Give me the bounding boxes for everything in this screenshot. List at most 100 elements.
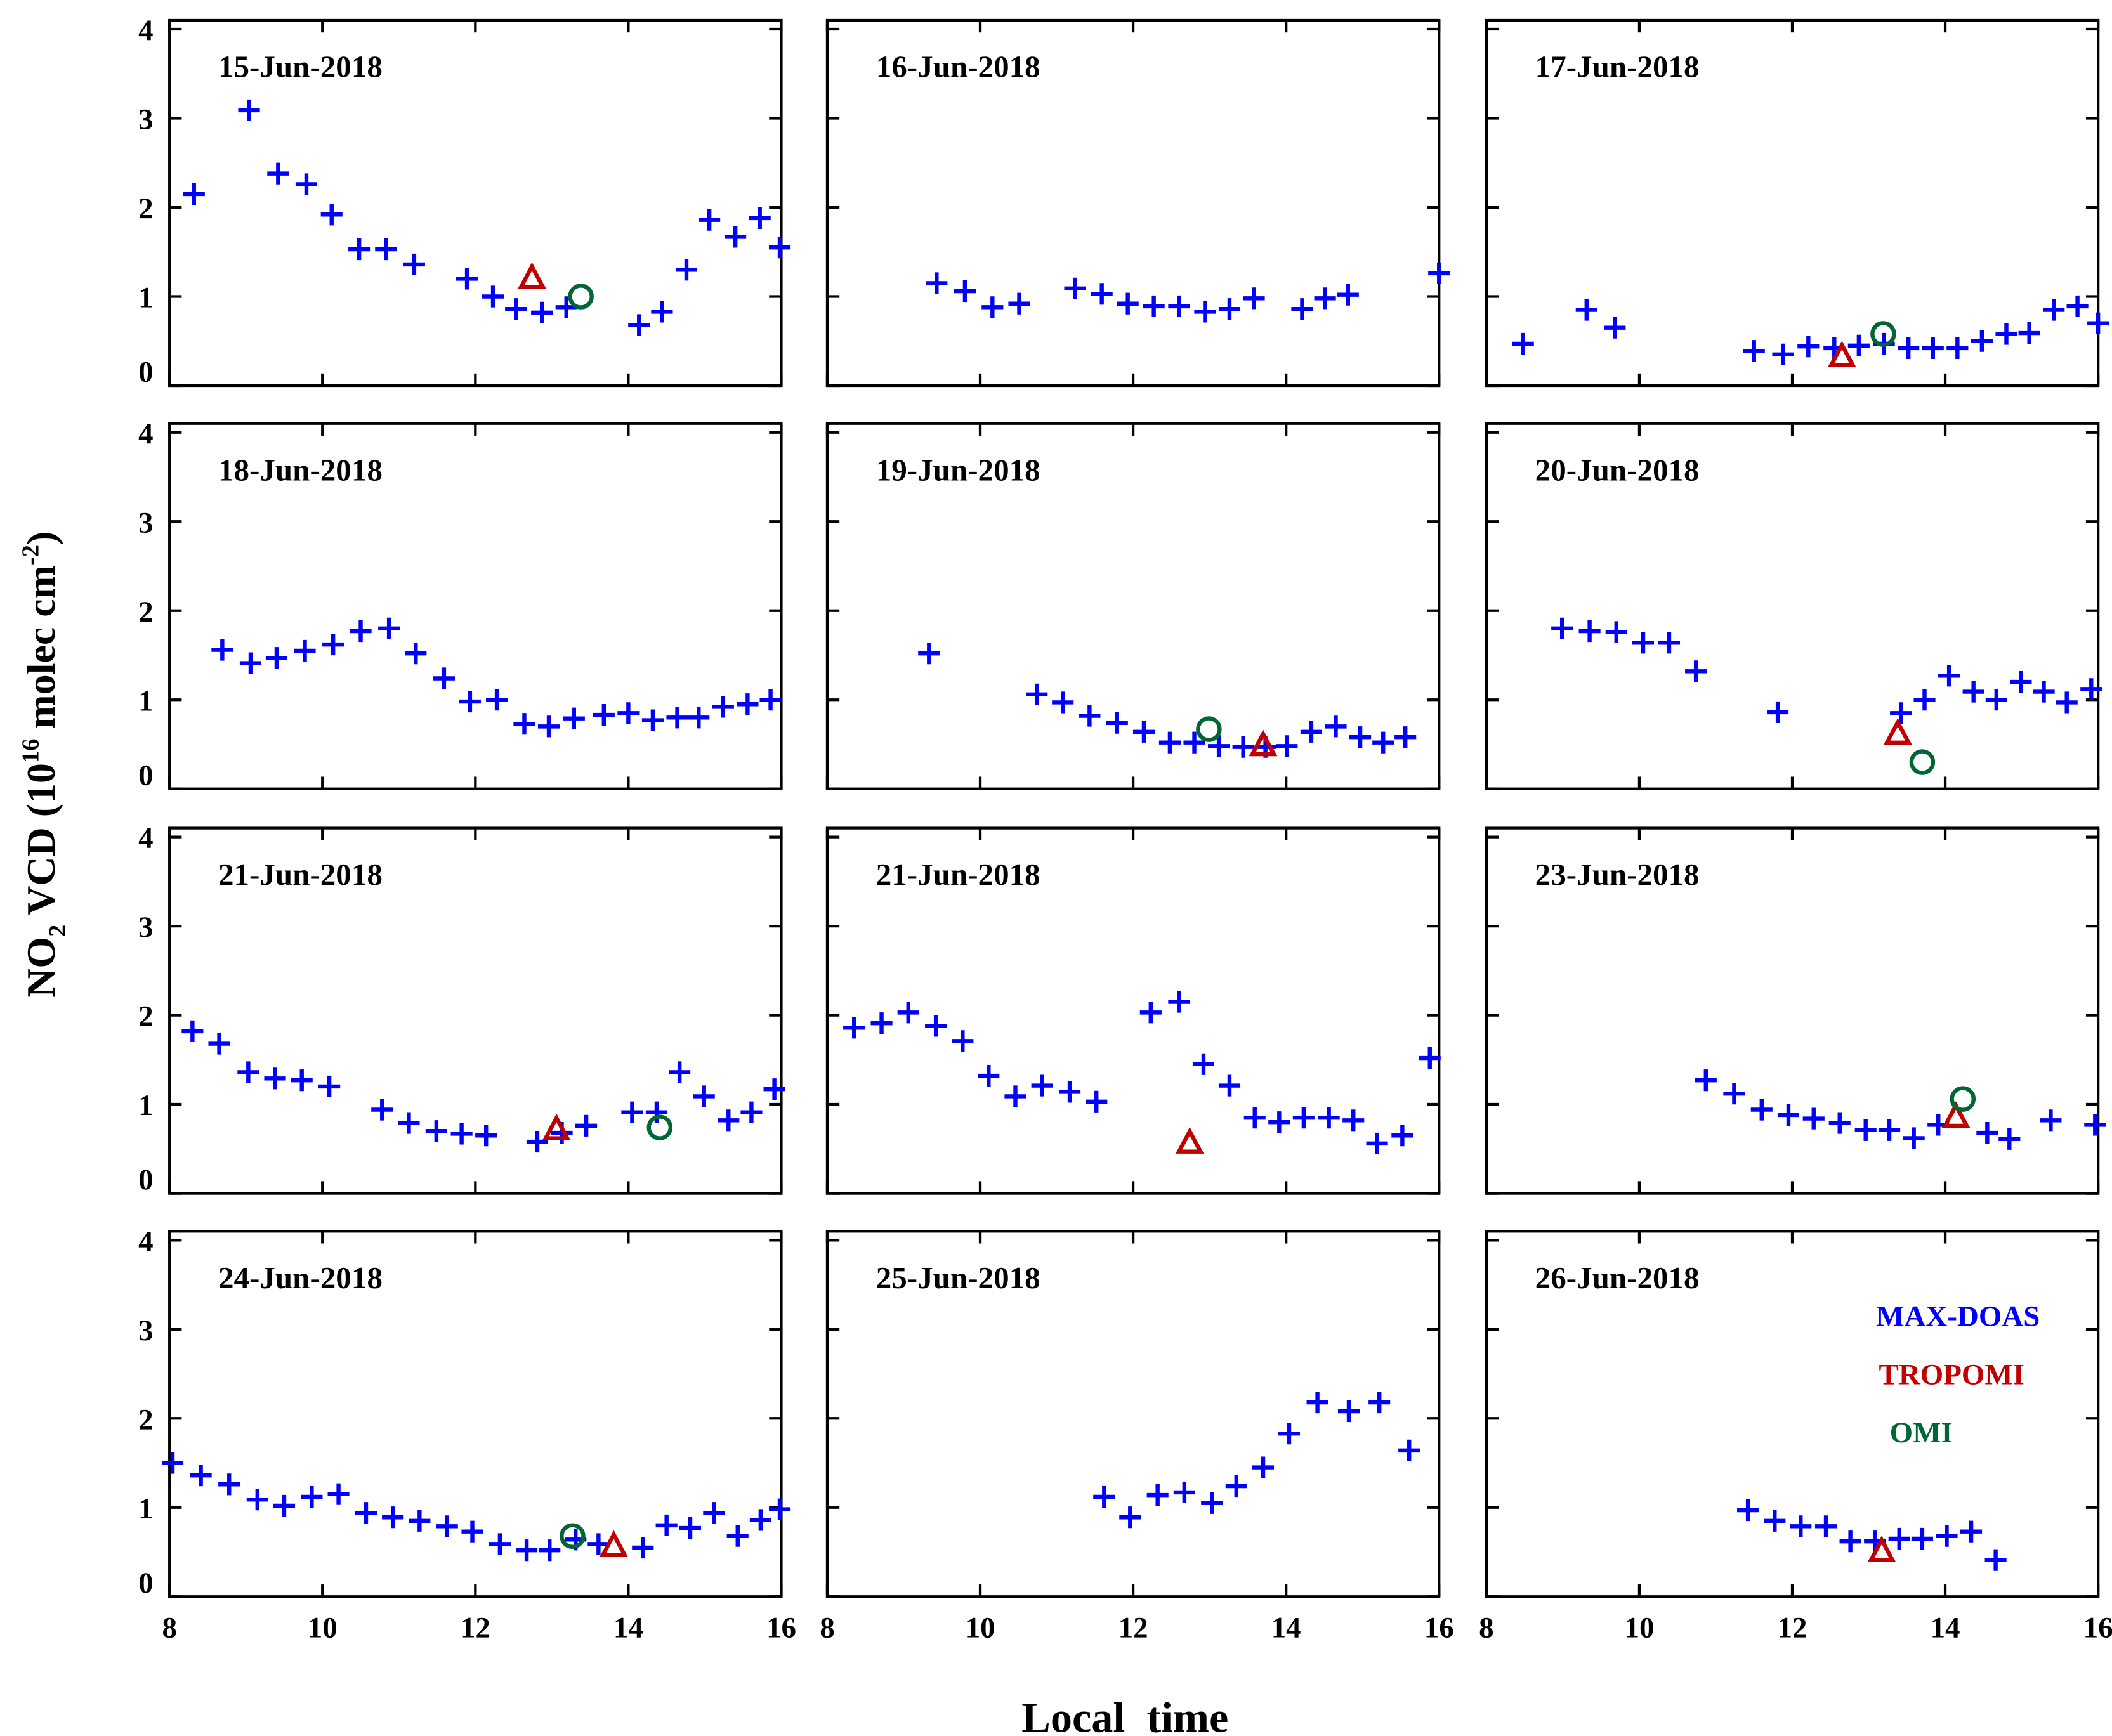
- max-doas-point: [425, 1120, 447, 1142]
- x-tick-label: 10: [1624, 1611, 1654, 1644]
- max-doas-point: [456, 268, 478, 290]
- max-doas-point: [699, 209, 721, 231]
- max-doas-point: [725, 226, 747, 248]
- max-doas-point: [1962, 681, 1984, 703]
- y-tick-label: 2: [138, 596, 153, 629]
- max-doas-point: [575, 1114, 598, 1137]
- max-doas-point: [526, 1131, 549, 1153]
- max-doas-point: [350, 620, 372, 643]
- max-doas-point: [161, 1452, 184, 1474]
- max-doas-point: [398, 1112, 420, 1134]
- max-doas-point: [1922, 337, 1944, 360]
- panel-title: 16-Jun-2018: [876, 49, 1040, 84]
- max-doas-point: [211, 639, 233, 661]
- tropomi-point: [1867, 1536, 1896, 1563]
- omi-point: [1909, 749, 1936, 775]
- max-doas-point: [1243, 287, 1265, 310]
- max-doas-point: [409, 1510, 431, 1532]
- max-doas-point: [926, 272, 948, 294]
- max-doas-point: [1337, 1400, 1360, 1423]
- max-doas-point: [621, 1101, 643, 1123]
- max-doas-point: [1911, 1527, 1933, 1550]
- max-doas-point: [1575, 299, 1597, 321]
- max-doas-point: [1318, 1107, 1340, 1129]
- max-doas-point: [2087, 312, 2109, 334]
- max-doas-point: [843, 1017, 865, 1039]
- panel-markers: [1737, 1499, 2007, 1571]
- max-doas-point: [1208, 735, 1230, 757]
- max-doas-point: [688, 707, 710, 729]
- panel-7: 0 1 2 3 4 21-Jun-2018: [138, 822, 785, 1196]
- max-doas-point: [1960, 1520, 1983, 1543]
- y-tick-label: 0: [138, 1163, 153, 1196]
- max-doas-point: [1192, 1053, 1215, 1075]
- max-doas-point: [666, 707, 688, 729]
- max-doas-point: [1342, 1109, 1365, 1132]
- max-doas-point: [1913, 689, 1936, 711]
- max-doas-point: [669, 1061, 691, 1083]
- y-tick-label: 3: [138, 1314, 153, 1347]
- panel-title: 15-Jun-2018: [218, 49, 383, 84]
- max-doas-point: [587, 1533, 610, 1555]
- max-doas-point: [693, 1085, 715, 1107]
- y-tick-label: 2: [138, 192, 153, 225]
- max-doas-point: [737, 693, 759, 715]
- x-tick-label: 14: [1931, 1611, 1960, 1644]
- max-doas-point: [925, 1015, 947, 1037]
- panel-4: 0 1 2 3 4 18-Jun-2018: [138, 417, 783, 792]
- x-tick-label: 12: [461, 1611, 490, 1644]
- max-doas-point: [918, 643, 940, 665]
- max-doas-point: [1058, 1081, 1081, 1103]
- max-doas-point: [981, 296, 1004, 318]
- max-doas-point: [1839, 1530, 1861, 1553]
- y-tick-label: 1: [138, 684, 153, 717]
- max-doas-point: [1117, 292, 1139, 315]
- max-doas-point: [1292, 1107, 1315, 1129]
- max-doas-point: [1119, 1506, 1141, 1529]
- panel-title: 21-Jun-2018: [876, 857, 1040, 892]
- max-doas-point: [531, 301, 553, 323]
- max-doas-point: [1737, 1499, 1759, 1522]
- max-doas-point: [1132, 721, 1155, 743]
- max-doas-point: [273, 1494, 296, 1517]
- max-doas-point: [181, 1020, 204, 1042]
- max-doas-point: [1578, 620, 1601, 643]
- max-doas-point: [1143, 295, 1165, 318]
- panel-3: 17-Jun-2018: [1485, 18, 2109, 388]
- max-doas-point: [617, 702, 640, 724]
- x-tick-label: 12: [1118, 1611, 1148, 1644]
- max-doas-point: [238, 99, 260, 121]
- panel-markers: [926, 262, 1450, 323]
- max-doas-point: [433, 667, 455, 689]
- max-doas-point: [1764, 1510, 1786, 1532]
- max-doas-point: [436, 1515, 458, 1537]
- max-doas-point: [749, 207, 771, 229]
- panel-markers: [1551, 617, 2102, 775]
- max-doas-point: [1854, 1119, 1877, 1141]
- max-doas-point: [1314, 287, 1336, 310]
- max-doas-point: [2018, 322, 2040, 344]
- max-doas-point: [1984, 1549, 2007, 1571]
- max-doas-point: [1936, 1525, 1958, 1547]
- x-tick-label: 8: [820, 1611, 834, 1644]
- panel-title: 18-Jun-2018: [218, 452, 383, 487]
- x-axis-label: Local time: [1021, 1694, 1228, 1736]
- max-doas-point: [2033, 681, 2055, 703]
- panel-markers: [211, 617, 782, 738]
- legend-item-omi: OMI: [1890, 1416, 1953, 1449]
- max-doas-point: [1797, 336, 1820, 358]
- max-doas-point: [1026, 683, 1048, 705]
- x-tick-label: 10: [308, 1611, 338, 1644]
- panel-markers: [183, 99, 791, 336]
- panel-title: 25-Jun-2018: [876, 1260, 1040, 1295]
- max-doas-point: [1946, 337, 1969, 360]
- max-doas-point: [378, 617, 400, 639]
- max-doas-point: [726, 1525, 749, 1547]
- tropomi-point: [1883, 718, 1912, 745]
- max-doas-point: [1031, 1074, 1053, 1097]
- max-doas-point: [679, 1517, 702, 1539]
- y-tick-label: 0: [138, 356, 153, 389]
- max-doas-point: [1194, 301, 1216, 323]
- panel-title: 19-Jun-2018: [876, 452, 1040, 487]
